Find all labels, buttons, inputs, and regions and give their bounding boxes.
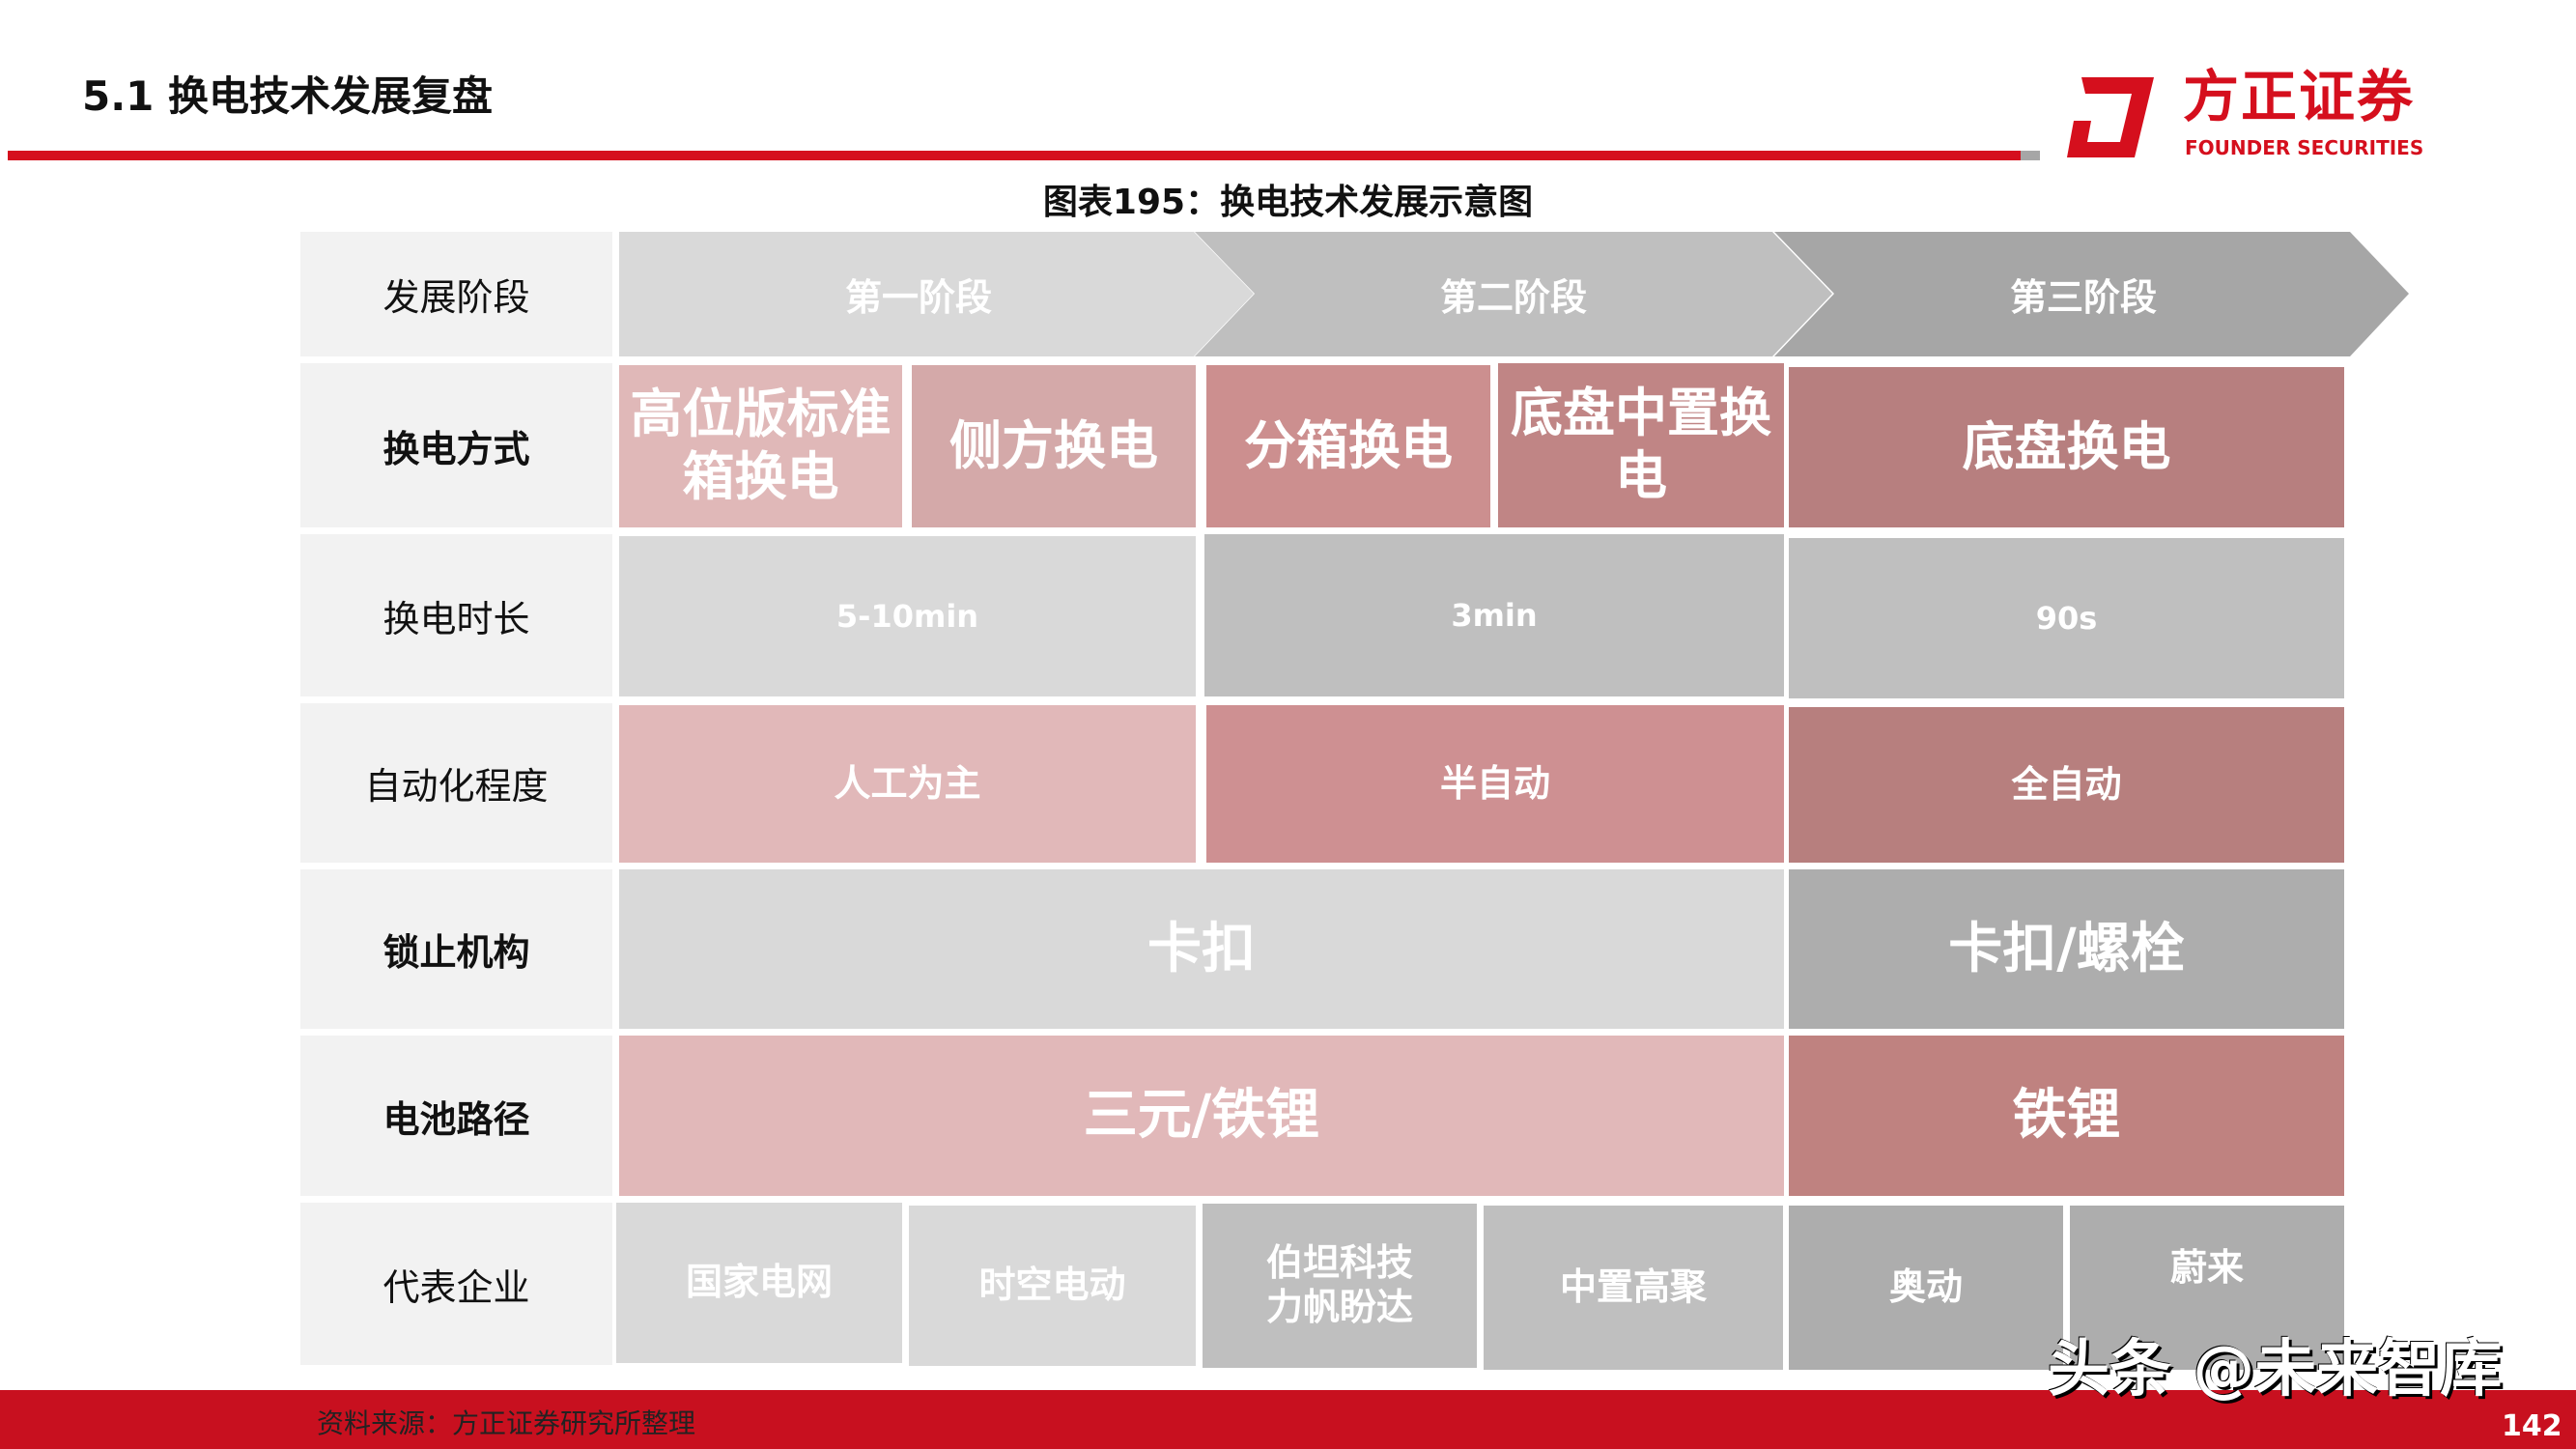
automation-cell: 人工为主 — [619, 705, 1196, 863]
source-note: 资料来源：方正证券研究所整理 — [317, 1407, 696, 1439]
stage-3-arrow: 第三阶段 — [1774, 232, 2412, 356]
footer-band — [0, 1390, 2576, 1449]
figure-caption: 图表195：换电技术发展示意图 — [1042, 183, 1534, 222]
page-number: 142 — [2502, 1409, 2562, 1443]
row-label-method: 换电方式 — [300, 363, 612, 527]
method-cell: 底盘换电 — [1789, 367, 2344, 527]
company-cell: 奥动 — [1789, 1206, 2063, 1370]
watermark: 头条 @未来智库 — [2048, 1334, 2503, 1406]
method-cell: 分箱换电 — [1206, 365, 1490, 527]
locking-cell: 卡扣 — [619, 869, 1784, 1029]
stage-2-arrow: 第二阶段 — [1195, 232, 1834, 356]
company-cell: 伯坦科技 力帆盼达 — [1203, 1204, 1477, 1368]
automation-cell: 半自动 — [1206, 705, 1784, 863]
time-cell: 5-10min — [619, 536, 1196, 696]
row-label-companies: 代表企业 — [300, 1203, 612, 1365]
method-cell: 侧方换电 — [912, 365, 1196, 527]
row-label-automation: 自动化程度 — [300, 703, 612, 863]
row-label-stage: 发展阶段 — [300, 232, 612, 356]
battery-cell: 铁锂 — [1789, 1036, 2344, 1196]
time-cell: 90s — [1789, 538, 2344, 698]
company-cell: 蔚来 — [2070, 1206, 2344, 1331]
row-label-time: 换电时长 — [300, 534, 612, 696]
company-cell-bottom — [2070, 1331, 2344, 1370]
logo-mark-icon — [2067, 77, 2154, 157]
locking-cell: 卡扣/螺栓 — [1789, 869, 2344, 1029]
time-cell: 3min — [1204, 534, 1784, 696]
stage-1-label: 第一阶段 — [844, 276, 992, 319]
logo-text-en: FOUNDER SECURITIES — [2185, 136, 2424, 159]
header-divider — [8, 151, 2021, 160]
method-cell: 底盘中置换电 — [1498, 363, 1784, 527]
page-title: 5.1 换电技术发展复盘 — [82, 72, 494, 120]
stage-2-label: 第二阶段 — [1439, 276, 1587, 319]
stage-1-arrow: 第一阶段 — [619, 232, 1257, 356]
row-label-locking: 锁止机构 — [300, 869, 612, 1029]
logo-text-cn: 方正证券 — [2183, 64, 2416, 129]
company-cell: 国家电网 — [616, 1203, 902, 1363]
founder-logo: 方正证券 FOUNDER SECURITIES — [2062, 66, 2487, 164]
company-cell: 中置高聚 — [1484, 1206, 1783, 1370]
row-label-battery: 电池路径 — [300, 1036, 612, 1196]
battery-cell: 三元/铁锂 — [619, 1036, 1784, 1196]
company-cell: 时空电动 — [909, 1206, 1196, 1366]
stage-3-label: 第三阶段 — [2009, 276, 2157, 319]
header-divider-end — [2021, 151, 2040, 160]
method-cell: 高位版标准箱换电 — [619, 365, 902, 527]
automation-cell: 全自动 — [1789, 707, 2344, 863]
